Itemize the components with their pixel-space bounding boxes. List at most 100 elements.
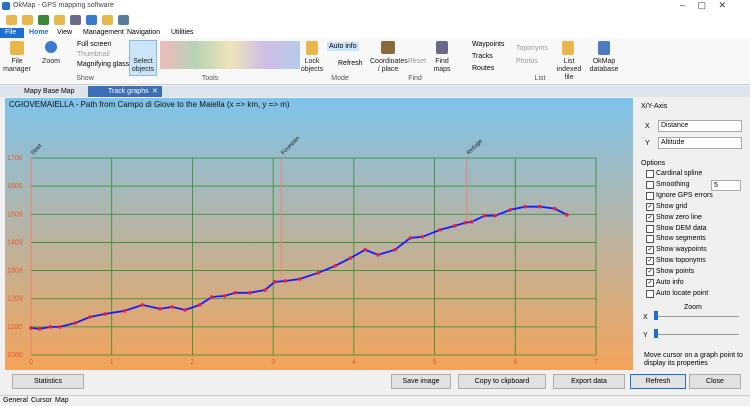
doc-tab[interactable]: Track graphs: [108, 88, 149, 95]
x-tick-label: 0: [29, 359, 33, 366]
menu-tab[interactable]: View: [57, 29, 73, 36]
menu-tab[interactable]: File: [5, 29, 17, 36]
data-point: [88, 315, 92, 319]
status-tab[interactable]: Cursor: [31, 397, 53, 404]
quick-icon[interactable]: [118, 15, 129, 25]
option-label[interactable]: Show segments: [656, 235, 706, 243]
menu-tab[interactable]: Management: [83, 29, 124, 36]
x-tick-label: 3: [271, 359, 275, 366]
file-tab-bg[interactable]: [0, 28, 24, 38]
dropdown[interactable]: 5: [711, 180, 741, 191]
tool-icons[interactable]: [160, 41, 300, 69]
option-label[interactable]: Show DEM data: [656, 224, 707, 232]
checkbox[interactable]: ✓: [646, 257, 654, 266]
active-doc-tab[interactable]: [88, 86, 162, 97]
dropdown[interactable]: Altitude: [658, 137, 742, 149]
checkbox[interactable]: [646, 289, 654, 298]
ribbon-button[interactable]: Tracks: [472, 53, 493, 60]
checkbox[interactable]: ✓: [646, 246, 654, 255]
checkbox[interactable]: ✓: [646, 279, 654, 287]
checkbox[interactable]: ✓: [646, 202, 654, 211]
quick-icon[interactable]: [22, 15, 33, 25]
y-tick-label: 1100: [7, 324, 22, 331]
quick-icon[interactable]: [6, 15, 17, 25]
series-line: [30, 205, 568, 330]
ribbon-button[interactable]: Routes: [472, 65, 495, 72]
option-label[interactable]: Ignore GPS errors: [656, 191, 713, 199]
data-point: [297, 277, 302, 281]
ribbon-button[interactable]: Refresh: [338, 60, 363, 67]
window-controls[interactable]: – ▢ ✕: [680, 0, 727, 10]
doc-tab[interactable]: Mapy Base Map: [24, 88, 75, 95]
checkbox[interactable]: [646, 235, 654, 244]
ribbon-button[interactable]: Find maps: [433, 58, 451, 73]
data-point: [553, 206, 557, 211]
option-label[interactable]: Cardinal spline: [656, 170, 703, 177]
ribbon-button[interactable]: File manager: [3, 58, 31, 73]
quick-icon[interactable]: [54, 15, 65, 25]
checkbox[interactable]: [646, 191, 654, 200]
option-label[interactable]: Show waypoints: [656, 246, 707, 254]
button[interactable]: Close: [689, 374, 741, 389]
option-label[interactable]: Auto info: [656, 279, 684, 286]
ribbon-button[interactable]: Full screen: [77, 41, 112, 48]
dropdown[interactable]: Distance: [658, 120, 742, 132]
quick-icon[interactable]: [38, 15, 49, 25]
checkbox[interactable]: ✓: [646, 268, 654, 277]
quick-icon[interactable]: [70, 15, 81, 25]
slider-thumb[interactable]: [654, 311, 658, 320]
selected-button: [129, 40, 157, 76]
data-point: [452, 224, 457, 228]
slider[interactable]: [655, 316, 739, 317]
ribbon-button[interactable]: List indexed file: [556, 58, 582, 81]
button[interactable]: Save image: [391, 374, 451, 389]
menu-tab[interactable]: Utilities: [171, 29, 194, 36]
button[interactable]: Copy to clipboard: [458, 374, 546, 389]
checkbox[interactable]: [646, 170, 654, 178]
ribbon-button[interactable]: Waypoints: [472, 41, 505, 48]
ribbon-button[interactable]: Auto info: [327, 42, 359, 51]
data-point: [73, 321, 78, 325]
y-tick-label: 1300: [7, 268, 23, 275]
option-label[interactable]: Show points: [656, 268, 695, 276]
ribbon: [0, 38, 750, 85]
data-point: [469, 220, 474, 224]
option-label[interactable]: Auto locate point: [656, 289, 709, 297]
ribbon-button[interactable]: Coordinates / place: [370, 58, 408, 73]
ribbon-button[interactable]: Zoom: [42, 58, 60, 65]
close-tab[interactable]: ✕: [152, 88, 158, 95]
data-point: [48, 325, 53, 329]
status-tab[interactable]: General: [3, 397, 28, 404]
quick-icon[interactable]: [86, 15, 97, 25]
menu-tab[interactable]: Navigation: [127, 29, 161, 36]
y-tick-label: 1400: [7, 239, 23, 246]
data-point: [565, 213, 569, 217]
data-point: [538, 204, 543, 209]
option-label[interactable]: Show toponyms: [656, 257, 706, 265]
option-label[interactable]: Show grid: [656, 202, 688, 210]
option-label[interactable]: Show zero line: [656, 213, 702, 221]
button[interactable]: Refresh: [630, 374, 686, 389]
x-tick-label: 6: [513, 359, 517, 366]
checkbox[interactable]: [646, 224, 654, 233]
slider-thumb[interactable]: [654, 329, 658, 338]
checkbox[interactable]: ✓: [646, 213, 654, 222]
data-point: [140, 303, 145, 307]
data-point: [363, 247, 367, 252]
menu-tab[interactable]: Home: [29, 29, 49, 36]
quick-toolbar: [0, 12, 750, 28]
ribbon-button[interactable]: Select objects: [131, 58, 155, 73]
quick-icon[interactable]: [102, 15, 113, 25]
ribbon-button[interactable]: Magnifying glass: [77, 61, 130, 68]
group-label: Tools: [201, 75, 219, 82]
option-label[interactable]: Smoothing: [656, 180, 690, 188]
ribbon-button[interactable]: Lock objects: [300, 58, 324, 73]
button[interactable]: Statistics: [12, 374, 84, 389]
checkbox[interactable]: [646, 180, 654, 189]
status-tab[interactable]: Map: [55, 397, 69, 404]
ribbon-button[interactable]: OkMap database: [589, 58, 619, 73]
button[interactable]: Export data: [553, 374, 625, 389]
slider[interactable]: [655, 334, 739, 335]
data-point: [197, 303, 202, 307]
